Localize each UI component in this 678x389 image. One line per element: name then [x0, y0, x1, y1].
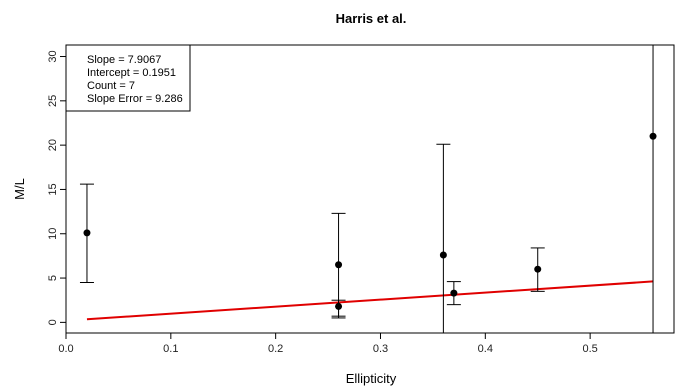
y-tick-label-6: 30 [47, 50, 59, 62]
x-tick-label-0: 0.0 [58, 343, 73, 355]
y-axis-label: M/L [12, 178, 27, 200]
y-tick-label-3: 15 [47, 183, 59, 195]
data-point-3 [439, 251, 447, 259]
chart-title: Harris et al. [336, 11, 407, 26]
y-tick-label-1: 5 [47, 275, 59, 281]
x-tick-label-2: 0.2 [268, 343, 283, 355]
x-axis-label: Ellipticity [346, 371, 397, 386]
data-point-2 [335, 302, 343, 310]
data-point-1 [335, 261, 343, 269]
x-tick-label-4: 0.4 [478, 343, 493, 355]
y-tick-label-4: 20 [47, 139, 59, 151]
x-tick-label-5: 0.5 [582, 343, 597, 355]
legend-line-count: Count = 7 [87, 80, 135, 92]
data-point-0 [83, 229, 91, 237]
y-tick-label-2: 10 [47, 228, 59, 240]
legend-line-intercept: Intercept = 0.1951 [87, 67, 176, 79]
legend: Slope = 7.9067 Intercept = 0.1951 Count … [65, 44, 191, 112]
legend-line-slope: Slope = 7.9067 [87, 54, 161, 66]
data-point-6 [649, 132, 657, 140]
fit-line [86, 280, 654, 321]
y-tick-label-5: 25 [47, 95, 59, 107]
y-tick-label-0: 0 [47, 319, 59, 325]
x-tick-label-1: 0.1 [163, 343, 178, 355]
data-point-4 [450, 289, 458, 297]
data-point-5 [534, 265, 542, 273]
legend-box [65, 44, 191, 112]
legend-line-slope-error: Slope Error = 9.286 [87, 93, 183, 105]
x-tick-label-3: 0.3 [373, 343, 388, 355]
